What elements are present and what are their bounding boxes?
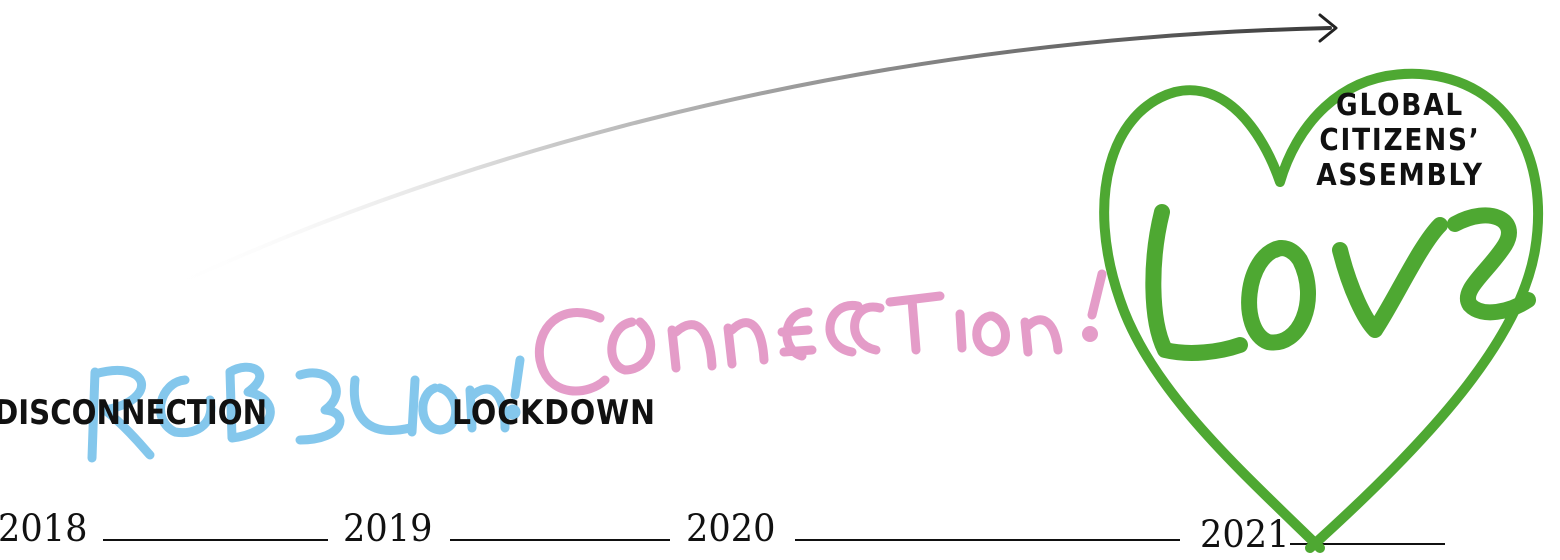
- growth-arrow-line: [158, 26, 1332, 294]
- connection-handwriting: [534, 269, 1107, 396]
- year-2020: 2020: [686, 507, 776, 550]
- year-2019: 2019: [343, 507, 433, 550]
- rebellion-handwriting: [87, 355, 525, 463]
- love-handwriting: [1145, 204, 1536, 361]
- year-2018: 2018: [0, 507, 88, 550]
- disconnection-label: DISCONNECTION: [0, 393, 268, 433]
- assembly-label-line-3: ASSEMBLY: [1316, 158, 1484, 193]
- global-citizens-assembly-label: GLOBAL CITIZENS’ ASSEMBLY: [1312, 88, 1488, 193]
- heart-outline: [1099, 68, 1544, 553]
- assembly-label-line-1: GLOBAL: [1336, 88, 1464, 123]
- year-2021: 2021: [1200, 513, 1290, 556]
- growth-arrow-head-icon: [1318, 13, 1338, 43]
- lockdown-label: LOCKDOWN: [452, 393, 656, 433]
- assembly-label-line-2: CITIZENS’: [1319, 123, 1481, 158]
